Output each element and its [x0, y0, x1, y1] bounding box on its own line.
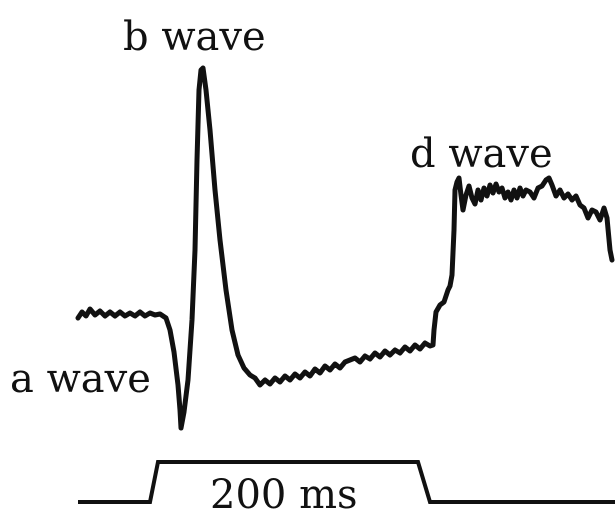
d-wave-label: d wave — [410, 131, 553, 177]
stimulus-duration-label: 200 ms — [210, 472, 358, 518]
a-wave-label: a wave — [10, 356, 151, 402]
erg-response-trace — [75, 65, 615, 431]
stimulus-marker — [78, 460, 615, 504]
b-wave-label: b wave — [123, 14, 266, 60]
